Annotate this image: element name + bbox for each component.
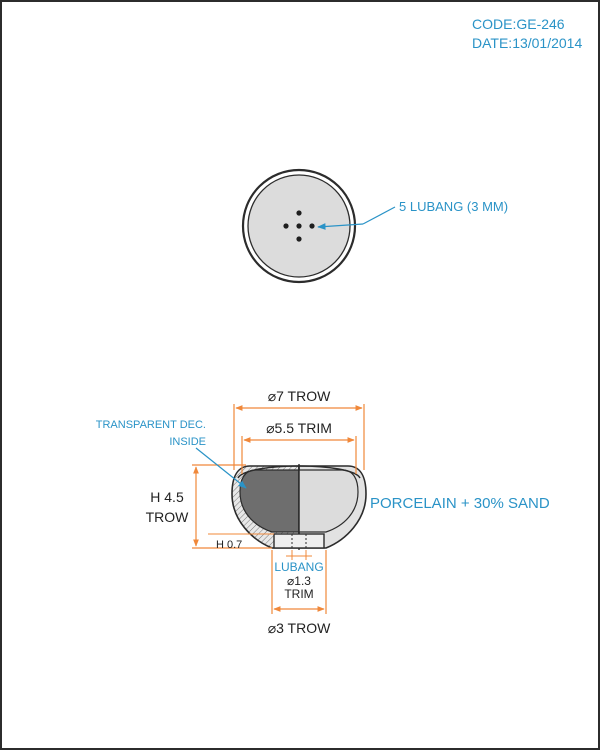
section-view bbox=[231, 464, 367, 550]
foot-base bbox=[273, 533, 325, 549]
hole-label-name: LUBANG bbox=[274, 560, 323, 574]
inner-diameter-dimension: ⌀5.5 TRIM bbox=[241, 420, 357, 474]
holes-leader bbox=[317, 223, 364, 230]
holes-label: 5 LUBANG (3 MM) bbox=[399, 199, 508, 214]
holes-leader-tail bbox=[362, 206, 396, 225]
material-label: PORCELAIN + 30% SAND bbox=[370, 495, 550, 512]
base-height-dimension: H 0.7 bbox=[208, 533, 274, 551]
vent-hole bbox=[296, 236, 302, 242]
drawing-date: DATE:13/01/2014 bbox=[472, 35, 582, 51]
foot-diameter-label: ⌀3 TROW bbox=[268, 620, 331, 636]
vent-hole bbox=[283, 223, 289, 229]
vent-hole bbox=[296, 210, 302, 216]
hole-label-tolerance: TRIM bbox=[284, 587, 313, 601]
foot-diameter-dimension: ⌀3 TROW bbox=[268, 550, 331, 636]
base-height-label: H 0.7 bbox=[216, 539, 242, 551]
transparent-note-line1: TRANSPARENT DEC. bbox=[96, 419, 206, 431]
hole-dimension: LUBANG ⌀1.3 TRIM bbox=[274, 550, 324, 601]
height-dimension: H 4.5 TROW bbox=[146, 464, 272, 549]
height-label-unit: TROW bbox=[146, 509, 190, 525]
drawing-code: CODE:GE-246 bbox=[472, 16, 565, 32]
vent-hole bbox=[309, 223, 315, 229]
inner-diameter-label: ⌀5.5 TRIM bbox=[266, 420, 332, 436]
outer-diameter-dimension: ⌀7 TROW bbox=[233, 388, 365, 470]
vent-hole bbox=[296, 223, 302, 229]
transparent-leader bbox=[195, 447, 247, 489]
hole-label-diameter: ⌀1.3 bbox=[287, 574, 311, 588]
transparent-note-line2: INSIDE bbox=[169, 436, 206, 448]
top-view bbox=[241, 168, 357, 284]
outer-diameter-label: ⌀7 TROW bbox=[268, 388, 331, 404]
vent-holes bbox=[283, 210, 315, 242]
height-label-value: H 4.5 bbox=[150, 489, 184, 505]
